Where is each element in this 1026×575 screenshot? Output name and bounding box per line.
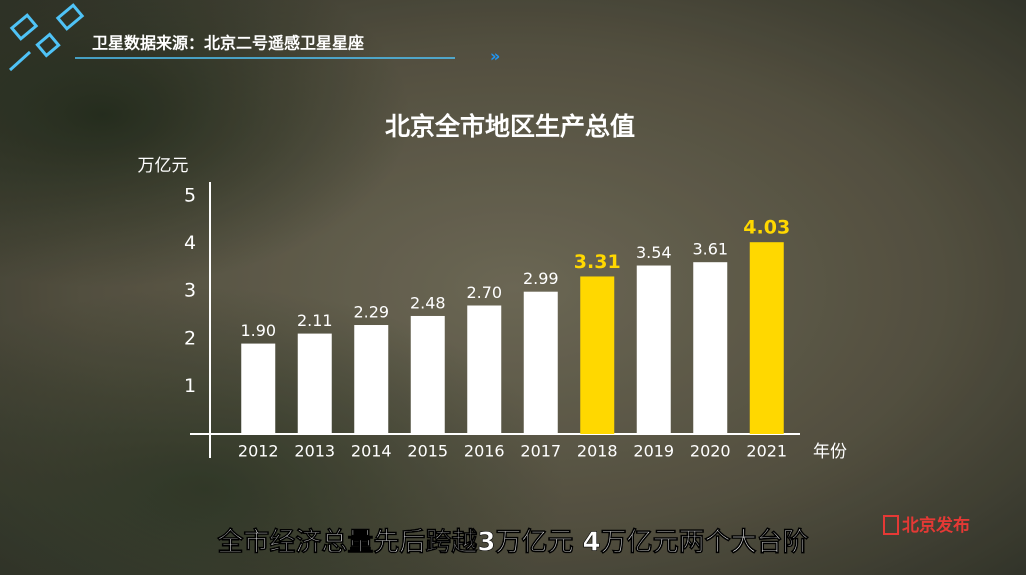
x-tick-label: 2019 <box>633 442 674 461</box>
value-label: 2.48 <box>410 293 446 312</box>
x-tick-label: 2021 <box>746 442 787 461</box>
x-tick-label: 2020 <box>690 442 731 461</box>
x-tick-label: 2014 <box>351 442 392 461</box>
value-label: 3.54 <box>636 243 672 262</box>
bar <box>297 333 332 434</box>
logo-icon <box>883 515 899 535</box>
bar <box>580 276 615 434</box>
y-tick-label: 2 <box>184 327 196 349</box>
x-tick-label: 2012 <box>238 442 279 461</box>
bar <box>636 265 671 434</box>
x-tick-label: 2018 <box>577 442 618 461</box>
x-tick-label: 2017 <box>520 442 561 461</box>
x-tick-label: 2016 <box>464 442 505 461</box>
value-label: 1.90 <box>240 321 276 340</box>
header-arrows: » <box>490 47 500 66</box>
value-label: 2.70 <box>466 283 502 302</box>
header-source: 卫星数据来源：北京二号遥感卫星星座 <box>92 34 364 53</box>
y-tick-label: 3 <box>184 280 196 302</box>
bar <box>354 325 389 434</box>
value-label: 2.99 <box>523 269 559 288</box>
value-label: 2.29 <box>353 303 389 322</box>
bar <box>410 315 445 434</box>
x-axis-label: 年份 <box>813 442 847 462</box>
chart-title: 北京全市地区生产总值 <box>385 112 635 141</box>
x-tick-label: 2015 <box>407 442 448 461</box>
y-axis-label: 万亿元 <box>138 156 189 176</box>
bar <box>523 291 558 434</box>
value-label: 2.11 <box>297 311 333 330</box>
value-label: 3.31 <box>574 251 621 273</box>
value-label: 3.61 <box>692 240 728 259</box>
bar <box>749 242 784 434</box>
bar <box>241 343 276 434</box>
x-tick-label: 2013 <box>294 442 335 461</box>
y-tick-label: 4 <box>184 232 196 254</box>
value-label: 4.03 <box>743 217 790 239</box>
y-tick-label: 5 <box>184 185 196 207</box>
caption: 全市经济总量先后跨越3万亿元 4万亿元两个大台阶 <box>216 527 808 558</box>
satellite-icon <box>8 3 85 72</box>
logo: 北京发布 <box>902 515 970 536</box>
y-tick-label: 1 <box>184 375 196 397</box>
bar <box>467 305 502 434</box>
bar <box>693 262 728 434</box>
